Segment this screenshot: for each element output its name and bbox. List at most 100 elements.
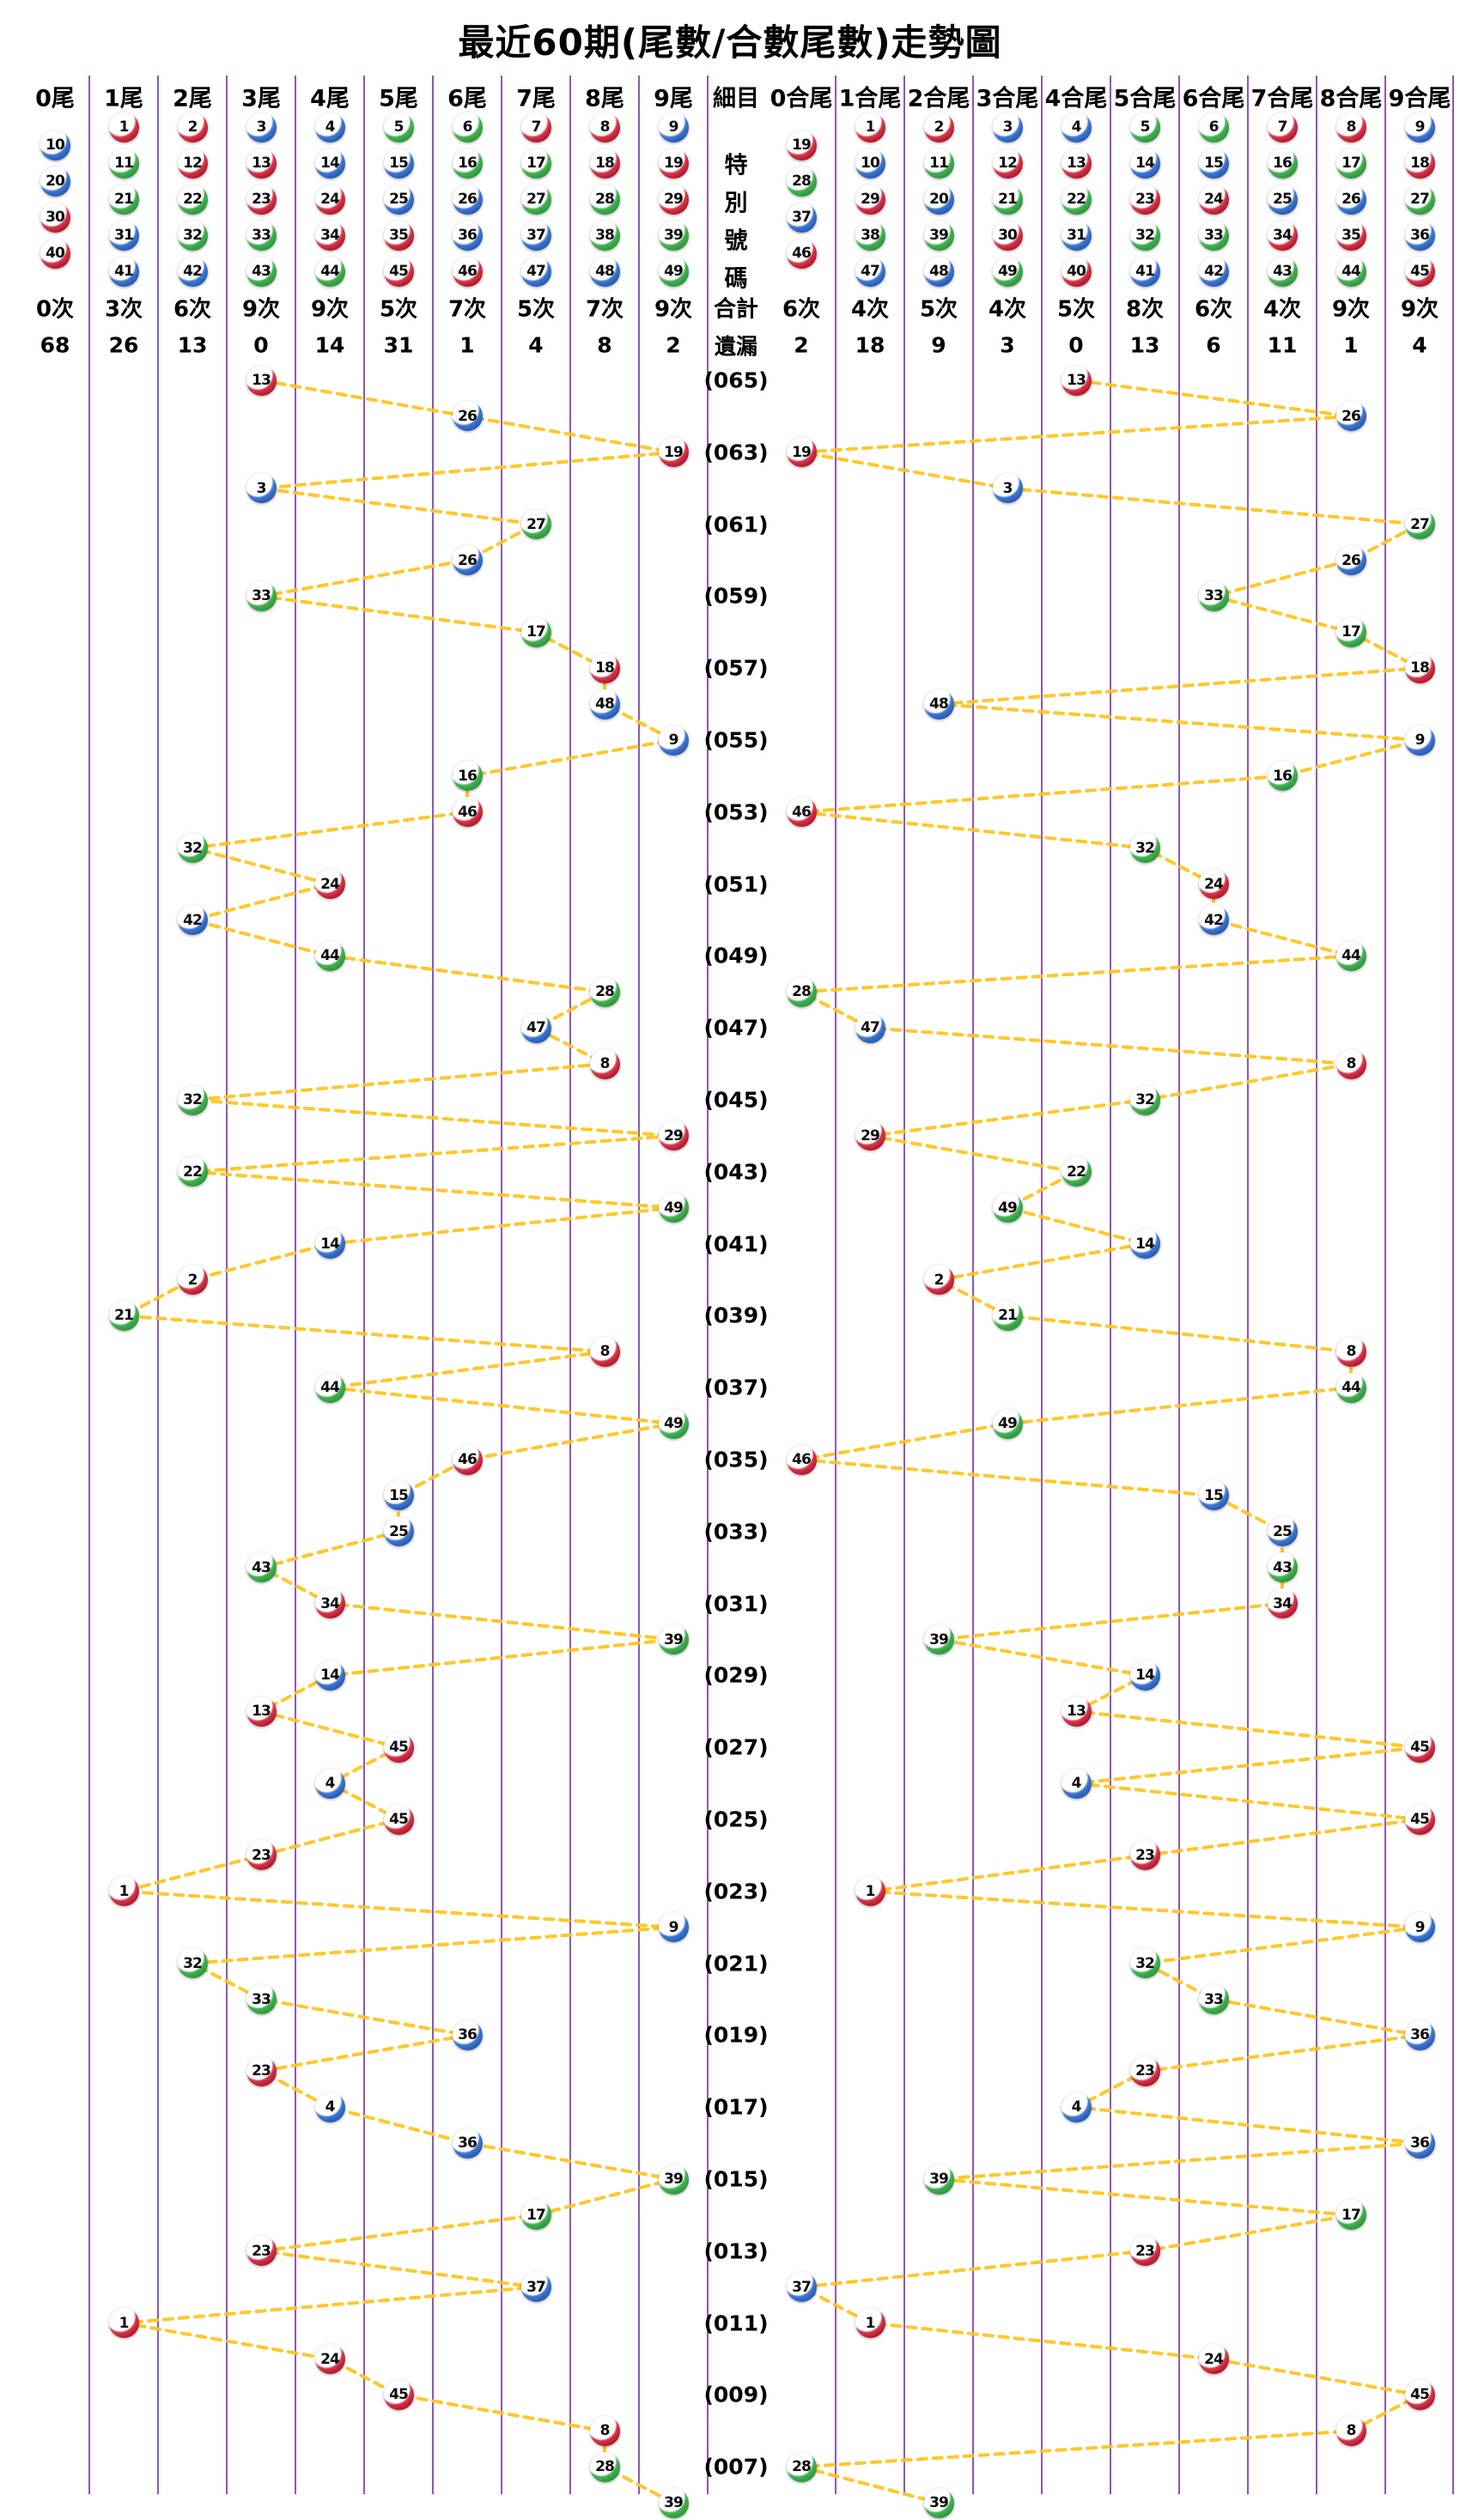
period-label-11: (011)	[703, 2311, 769, 2336]
period-label-47: (047)	[703, 1015, 769, 1041]
chart-ball-sum-p59: 33	[1198, 580, 1229, 611]
chart-ball-sum-p30: 39	[923, 1624, 954, 1655]
legend-ball-sum-3: 3	[992, 112, 1023, 143]
chart-ball-suffix-p19: 36	[452, 2019, 483, 2050]
chart-ball-sum-p36: 49	[992, 1408, 1023, 1439]
chart-ball-sum-p62: 3	[992, 473, 1023, 504]
chart-ball-suffix-p63: 19	[658, 437, 689, 468]
period-label-49: (049)	[703, 943, 769, 969]
legend-ball-sum-18: 18	[1404, 148, 1435, 179]
chart-ball-suffix-p24: 23	[246, 1840, 277, 1871]
legend-ball-16: 16	[452, 148, 483, 179]
legend-ball-20: 20	[40, 166, 70, 197]
chart-ball-suffix-p54: 16	[452, 761, 483, 792]
miss-4合尾: 0	[1068, 332, 1084, 358]
legend-ball-sum-5: 5	[1129, 112, 1160, 143]
chart-ball-suffix-p55: 9	[658, 725, 689, 756]
chart-ball-sum-p23: 1	[855, 1876, 885, 1907]
chart-ball-suffix-p58: 17	[520, 616, 551, 647]
miss-4尾: 14	[314, 332, 345, 358]
chart-ball-sum-p51: 24	[1198, 869, 1229, 900]
column-divider	[972, 76, 974, 2494]
legend-ball-sum-25: 25	[1267, 184, 1298, 215]
count-4尾: 9次	[310, 296, 350, 323]
column-header-8合尾: 8合尾	[1319, 85, 1383, 112]
legend-ball-49: 49	[658, 256, 689, 287]
chart-ball-sum-p29: 14	[1129, 1660, 1160, 1691]
column-header-6尾: 6尾	[447, 85, 487, 112]
legend-ball-3: 3	[246, 112, 277, 143]
chart-ball-sum-p14: 17	[1335, 2200, 1366, 2231]
chart-ball-suffix-p40: 2	[177, 1265, 208, 1295]
chart-ball-suffix-p62: 3	[246, 473, 277, 504]
chart-ball-suffix-p28: 13	[246, 1696, 277, 1727]
legend-ball-39: 39	[658, 220, 689, 251]
count-3合尾: 4次	[988, 296, 1027, 323]
legend-ball-sum-2: 2	[923, 112, 954, 143]
legend-ball-sum-24: 24	[1198, 184, 1229, 215]
chart-ball-sum-p55: 9	[1404, 725, 1435, 756]
legend-ball-sum-31: 31	[1061, 220, 1092, 251]
legend-ball-25: 25	[383, 184, 414, 215]
column-divider	[707, 76, 709, 2494]
column-header-detail: 細目	[713, 85, 759, 112]
count-8尾: 7次	[585, 296, 624, 323]
legend-ball-sum-38: 38	[855, 220, 885, 251]
chart-ball-sum-p64: 26	[1335, 401, 1366, 432]
count-2合尾: 5次	[919, 296, 958, 323]
chart-ball-sum-p6: 39	[923, 2487, 954, 2518]
column-header-6合尾: 6合尾	[1182, 85, 1245, 112]
chart-ball-sum-p44: 29	[855, 1120, 885, 1151]
chart-ball-suffix-p41: 14	[314, 1229, 345, 1260]
column-header-3合尾: 3合尾	[976, 85, 1039, 112]
chart-ball-sum-p43: 22	[1061, 1157, 1092, 1187]
chart-ball-suffix-p12: 37	[520, 2272, 551, 2303]
legend-ball-sum-4: 4	[1061, 112, 1092, 143]
chart-ball-sum-p9: 45	[1404, 2379, 1435, 2410]
legend-ball-sum-8: 8	[1335, 112, 1366, 143]
chart-ball-suffix-p35: 46	[452, 1444, 483, 1475]
chart-ball-suffix-p32: 43	[246, 1552, 277, 1583]
chart-ball-sum-p34: 15	[1198, 1480, 1229, 1511]
chart-ball-suffix-p26: 4	[314, 1768, 345, 1799]
chart-ball-suffix-p44: 29	[658, 1120, 689, 1151]
chart-ball-suffix-p25: 45	[383, 1804, 414, 1835]
chart-ball-sum-p52: 32	[1129, 833, 1160, 864]
column-header-1尾: 1尾	[104, 85, 143, 112]
column-header-4合尾: 4合尾	[1044, 85, 1108, 112]
period-label-37: (037)	[703, 1375, 769, 1400]
miss-5尾: 31	[383, 332, 414, 358]
chart-ball-suffix-p56: 48	[589, 689, 620, 720]
miss-7合尾: 11	[1267, 332, 1298, 358]
chart-ball-suffix-p49: 44	[314, 940, 345, 971]
chart-ball-sum-p39: 21	[992, 1300, 1023, 1331]
chart-ball-suffix-p34: 15	[383, 1480, 414, 1511]
legend-ball-sum-27: 27	[1404, 184, 1435, 215]
legend-ball-24: 24	[314, 184, 345, 215]
chart-ball-sum-p17: 4	[1061, 2092, 1092, 2122]
legend-ball-sum-41: 41	[1129, 256, 1160, 287]
chart-ball-suffix-p13: 23	[246, 2236, 277, 2267]
chart-ball-sum-p31: 34	[1267, 1588, 1298, 1619]
chart-ball-sum-p8: 8	[1335, 2415, 1366, 2446]
legend-ball-46: 46	[452, 256, 483, 287]
legend-ball-43: 43	[246, 256, 277, 287]
legend-ball-sum-32: 32	[1129, 220, 1160, 251]
chart-ball-suffix-p33: 25	[383, 1516, 414, 1547]
column-header-0尾: 0尾	[35, 85, 75, 112]
miss-5合尾: 13	[1129, 332, 1160, 358]
chart-ball-suffix-p17: 4	[314, 2092, 345, 2122]
chart-ball-suffix-p43: 22	[177, 1157, 208, 1187]
chart-ball-sum-p61: 27	[1404, 509, 1435, 540]
column-divider	[1452, 76, 1454, 2494]
special-number-label: 號	[724, 228, 748, 255]
legend-ball-sum-35: 35	[1335, 220, 1366, 251]
period-label-15: (015)	[703, 2166, 769, 2192]
column-divider	[638, 76, 640, 2494]
chart-ball-sum-p15: 39	[923, 2164, 954, 2195]
chart-ball-suffix-p61: 27	[520, 509, 551, 540]
chart-ball-suffix-p48: 28	[589, 976, 620, 1007]
period-label-57: (057)	[703, 655, 769, 681]
count-2尾: 6次	[173, 296, 212, 323]
period-label-61: (061)	[703, 512, 769, 537]
